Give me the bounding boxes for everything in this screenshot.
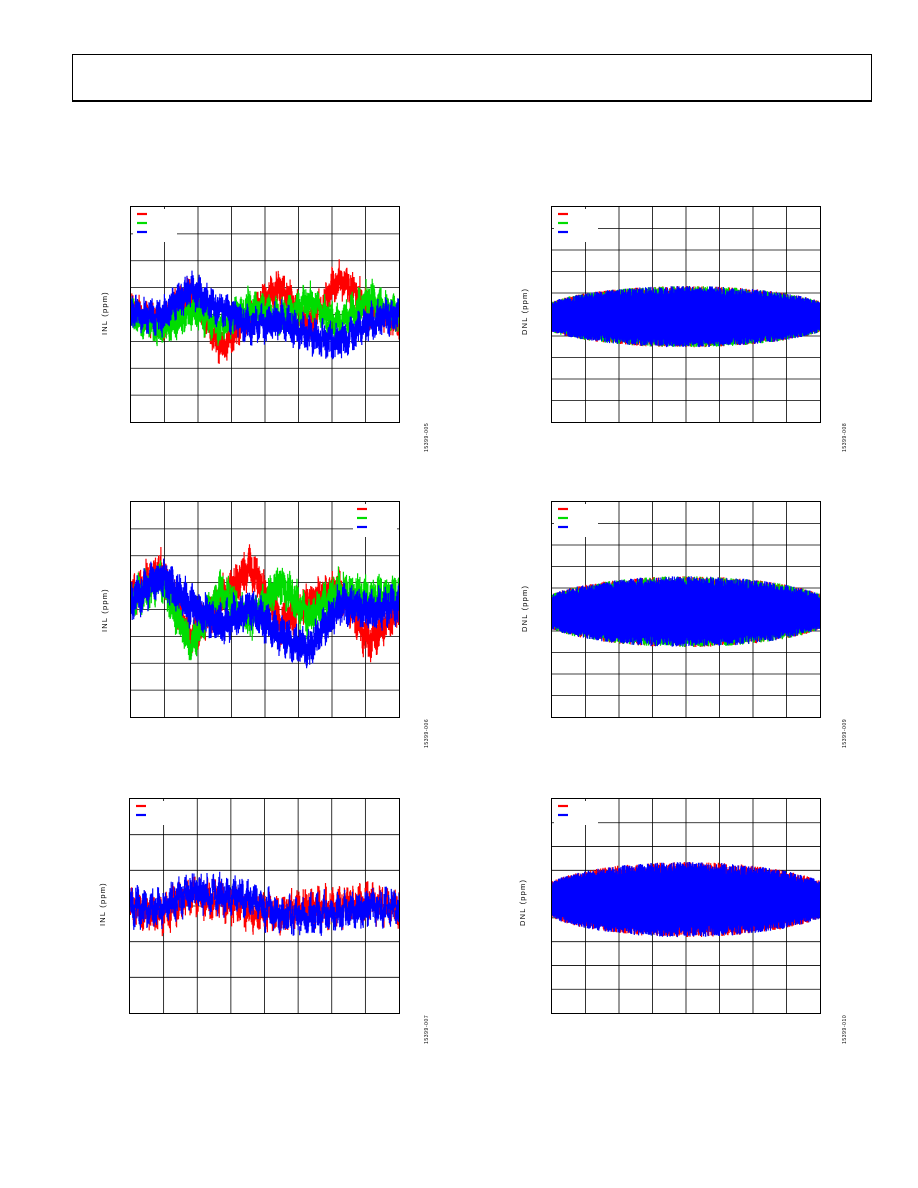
figure-id: 15399-006	[424, 718, 430, 748]
figure-id: 15399-008	[842, 422, 848, 452]
series-3-trace	[131, 558, 399, 669]
legend-box	[132, 801, 176, 825]
y-axis-label: DNL (ppm)	[520, 287, 529, 335]
chart-svg	[131, 502, 399, 717]
legend-box	[554, 801, 598, 825]
y-axis-label: INL (ppm)	[100, 588, 109, 632]
plot-area-dnl-2	[551, 501, 821, 718]
figure-id: 15399-010	[842, 1014, 848, 1044]
plot-area-dnl-3	[551, 798, 821, 1014]
plot-area-inl-2	[130, 501, 400, 718]
chart-svg	[552, 502, 820, 717]
series-3-trace	[131, 270, 399, 360]
plot-area-inl-1	[130, 206, 400, 423]
figure-id: 15399-005	[424, 422, 430, 452]
plot-area-inl-3	[129, 798, 400, 1014]
chart-svg	[131, 207, 399, 422]
page-header-box	[72, 54, 872, 102]
figure-id: 15399-009	[842, 718, 848, 748]
plot-area-dnl-1	[551, 206, 821, 423]
figure-id: 15399-007	[424, 1014, 430, 1044]
chart-svg	[552, 207, 820, 422]
series-2-trace	[130, 871, 399, 936]
chart-svg	[130, 799, 399, 1013]
y-axis-label: DNL (ppm)	[518, 878, 527, 926]
series-3-trace	[552, 286, 820, 348]
y-axis-label: INL (ppm)	[100, 291, 109, 335]
y-axis-label: INL (ppm)	[98, 882, 107, 926]
chart-svg	[552, 799, 820, 1013]
series-3-trace	[552, 576, 820, 647]
series-2-trace	[552, 862, 820, 938]
y-axis-label: DNL (ppm)	[520, 584, 529, 632]
